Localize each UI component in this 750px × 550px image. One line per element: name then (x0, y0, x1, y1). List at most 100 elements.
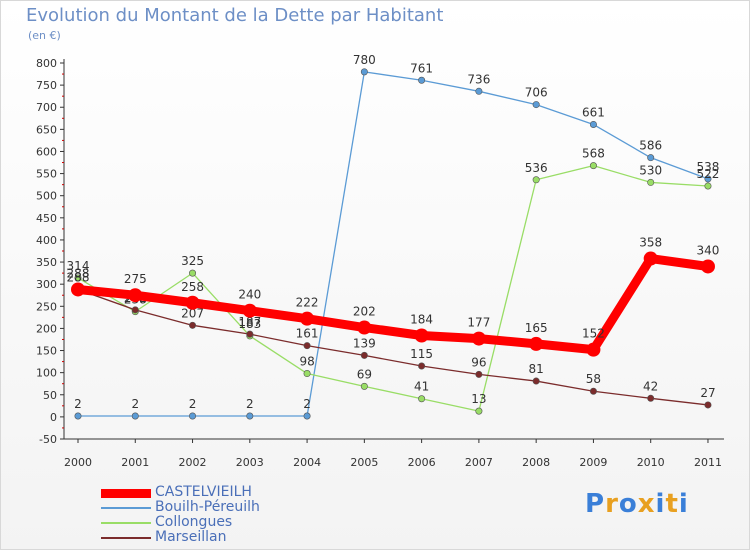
legend-swatch (101, 537, 151, 539)
data-point (589, 162, 597, 170)
y-tick-label: 150 (36, 345, 57, 358)
series-line-marseillan (77, 288, 709, 406)
y-tick-label: 350 (36, 256, 57, 269)
brand-logo: Proxiti (585, 489, 689, 519)
brand-letter: i (655, 489, 666, 519)
data-point (586, 342, 601, 357)
x-tick-label: 2008 (522, 456, 550, 469)
data-point (532, 101, 540, 109)
data-label: 358 (639, 236, 662, 250)
data-point (128, 288, 143, 303)
data-label: 2 (246, 397, 254, 411)
data-point (414, 328, 429, 343)
x-tick-label: 2003 (236, 456, 264, 469)
data-point (74, 412, 82, 420)
y-tick-label: 50 (43, 389, 57, 402)
y-tick-label: 800 (36, 57, 57, 70)
data-label: 42 (643, 379, 658, 393)
data-label: 288 (67, 270, 90, 284)
data-label: 314 (67, 259, 90, 273)
data-point (475, 370, 483, 378)
data-label: 340 (697, 243, 720, 257)
data-point (189, 269, 197, 277)
data-label: 568 (582, 147, 605, 161)
data-label: 275 (124, 272, 147, 286)
data-point (418, 76, 426, 84)
y-tick-label: 200 (36, 322, 57, 335)
data-point (74, 274, 82, 282)
series-line-collongues (77, 164, 709, 412)
legend-label: Bouilh-Péreuilh (155, 499, 260, 515)
data-label: 13 (471, 392, 486, 406)
data-point (475, 87, 483, 95)
y-tick-label: 400 (36, 234, 57, 247)
data-label: 161 (296, 327, 319, 341)
brand-letter: P (585, 489, 606, 519)
data-label: 2 (303, 397, 311, 411)
data-point (589, 387, 597, 395)
data-label: 187 (238, 315, 261, 329)
brand-letter: r (605, 489, 619, 519)
legend-swatch (101, 522, 151, 524)
chart-title: Evolution du Montant de la Dette par Hab… (26, 5, 444, 26)
y-tick-label: 250 (36, 300, 57, 313)
data-point (357, 320, 372, 335)
data-point (242, 303, 257, 318)
data-point (71, 282, 85, 297)
data-point (300, 311, 315, 326)
data-label: 536 (525, 161, 548, 175)
data-label: 222 (296, 296, 319, 310)
x-tick-label: 2000 (64, 456, 92, 469)
legend-swatch (101, 489, 151, 498)
y-tick-label: 650 (36, 123, 57, 136)
data-point (360, 68, 368, 76)
data-label: 240 (238, 288, 261, 302)
data-label: 2 (74, 397, 82, 411)
data-label: 183 (238, 317, 261, 331)
data-point (303, 412, 311, 420)
data-point (303, 342, 311, 350)
data-point (532, 377, 540, 385)
data-point (647, 178, 655, 186)
brand-letter: i (678, 489, 689, 519)
data-point (418, 362, 426, 370)
series-line-castelvieilh (73, 254, 713, 355)
data-point (246, 330, 254, 338)
x-tick-label: 2009 (579, 456, 607, 469)
data-point (189, 321, 197, 329)
y-tick-label: 600 (36, 145, 57, 158)
data-label: 761 (410, 61, 433, 75)
data-label: 586 (639, 139, 662, 153)
data-label: 165 (525, 321, 548, 335)
data-label: 522 (697, 167, 720, 181)
data-label: 98 (299, 355, 314, 369)
data-label: 115 (410, 347, 433, 361)
data-label: 27 (700, 386, 715, 400)
x-tick-label: 2002 (179, 456, 207, 469)
data-point (647, 394, 655, 402)
data-point (589, 120, 597, 128)
data-point (475, 407, 483, 415)
data-point (700, 259, 715, 274)
data-label: 152 (582, 327, 605, 341)
y-tick-label: 550 (36, 168, 57, 181)
y-tick-label: 750 (36, 79, 57, 92)
data-point (532, 176, 540, 184)
data-label: 81 (529, 362, 544, 376)
data-label: 2 (131, 397, 139, 411)
data-label: 736 (467, 72, 490, 86)
data-label: 184 (410, 312, 433, 326)
x-tick-label: 2010 (637, 456, 665, 469)
data-label: 661 (582, 105, 605, 119)
data-label: 177 (467, 316, 490, 330)
data-label: 96 (471, 355, 486, 369)
data-label: 69 (357, 367, 372, 381)
data-label: 58 (586, 372, 601, 386)
series-line-bouilh-p-reuilh (77, 71, 709, 417)
data-point (471, 331, 486, 346)
data-label: 2 (189, 397, 197, 411)
data-point (131, 412, 139, 420)
data-point (704, 175, 712, 183)
